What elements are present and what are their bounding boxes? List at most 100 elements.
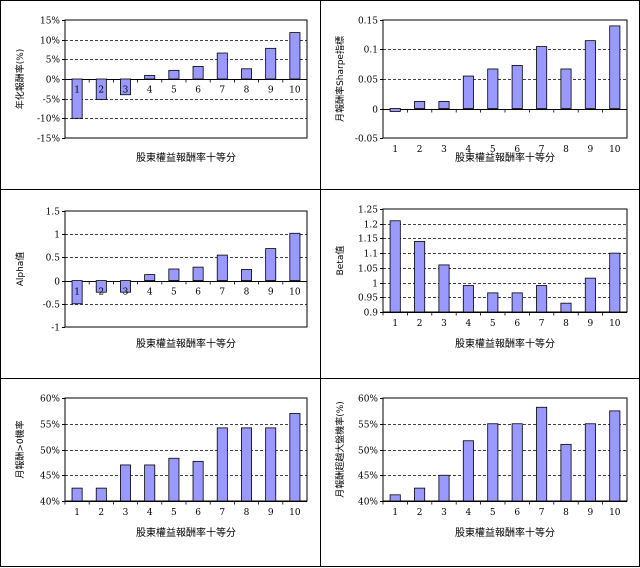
alpha-chart: -1 -0.5 0 0.5 1 1.5 1 2 3 4 5 6 7 8 9 10 股東權益報酬率十等分 Alpha… bbox=[14, 208, 308, 350]
y-tick-label: 15% bbox=[40, 17, 60, 27]
x-tick-label: 8 bbox=[244, 288, 250, 298]
bar bbox=[414, 240, 426, 313]
bar bbox=[438, 264, 450, 313]
y-tick-label: 0.05 bbox=[358, 76, 378, 86]
y-axis-label: Alpha值 bbox=[14, 252, 26, 287]
bar bbox=[389, 494, 401, 502]
x-tick-label: 6 bbox=[195, 508, 201, 518]
bar bbox=[560, 68, 572, 109]
x-axis-label: 股東權益報酬率十等分 bbox=[136, 151, 236, 164]
x-tick-label: 1 bbox=[74, 508, 80, 518]
bar bbox=[265, 248, 277, 281]
bar bbox=[511, 65, 523, 109]
y-tick-label: 50% bbox=[358, 447, 378, 457]
x-tick-label: 6 bbox=[514, 319, 520, 329]
bar bbox=[609, 25, 621, 109]
x-tick-label: 1 bbox=[74, 86, 80, 96]
bar-series bbox=[71, 232, 301, 305]
y-tick-label: 1 bbox=[372, 280, 378, 290]
x-axis-label: 股東權益報酬率十等分 bbox=[455, 526, 555, 539]
x-tick-label: 7 bbox=[219, 86, 225, 96]
bar bbox=[289, 232, 301, 281]
bar-series bbox=[389, 406, 621, 502]
x-tick-label: 1 bbox=[392, 319, 398, 329]
x-tick-label: 3 bbox=[123, 86, 129, 96]
x-tick-label: 7 bbox=[539, 319, 545, 329]
x-tick-label: 4 bbox=[147, 508, 153, 518]
x-tick-label: 7 bbox=[219, 288, 225, 298]
y-tick-label: 1 bbox=[54, 231, 60, 241]
y-tick-label: 60% bbox=[358, 395, 378, 405]
x-tick-label: 3 bbox=[123, 288, 129, 298]
y-tick-label: 0% bbox=[46, 76, 61, 86]
x-tick-label: 2 bbox=[98, 288, 104, 298]
y-tick-label: -0.05 bbox=[355, 135, 378, 145]
y-tick-label: 55% bbox=[358, 421, 378, 431]
y-tick-label: 1.1 bbox=[364, 250, 378, 260]
x-tick-label: 3 bbox=[441, 508, 447, 518]
y-axis: -0.05 0 0.05 0.1 0.15 bbox=[355, 17, 383, 145]
bar bbox=[584, 423, 596, 502]
y-tick-label: 0 bbox=[372, 106, 378, 116]
x-tick-label: 4 bbox=[147, 288, 153, 298]
bar bbox=[120, 464, 131, 502]
x-tick-label: 2 bbox=[98, 86, 104, 96]
y-tick-label: -0.5 bbox=[43, 301, 61, 311]
bar bbox=[265, 427, 277, 502]
chart-panel-alpha: -1 -0.5 0 0.5 1 1.5 1 2 3 4 5 6 7 8 9 10 股東權益報酬率十等分 Alpha… bbox=[0, 189, 321, 379]
y-tick-label: 0.15 bbox=[358, 17, 378, 27]
y-axis-label: Beta值 bbox=[334, 246, 346, 276]
bar bbox=[216, 52, 228, 80]
y-axis-label: 年化報酬率(%) bbox=[14, 49, 26, 110]
y-tick-label: 5% bbox=[46, 56, 61, 66]
x-tick-label: 5 bbox=[490, 145, 496, 155]
bar bbox=[144, 75, 156, 80]
x-tick-label: 8 bbox=[244, 86, 250, 96]
x-tick-label: 3 bbox=[123, 508, 129, 518]
bar bbox=[462, 285, 474, 313]
x-tick-label: 5 bbox=[490, 508, 496, 518]
bar-series bbox=[71, 32, 301, 119]
bar-series bbox=[389, 25, 621, 112]
bar bbox=[120, 78, 131, 96]
bar bbox=[241, 427, 252, 502]
bar bbox=[144, 464, 156, 502]
bar bbox=[192, 266, 204, 281]
x-tick-label: 10 bbox=[289, 508, 301, 518]
y-axis: 40% 45% 50% 55% 60% bbox=[40, 395, 65, 508]
bar bbox=[560, 302, 572, 313]
x-tick-label: 7 bbox=[539, 145, 545, 155]
beat-market-prob-chart: 40% 45% 50% 55% 60% 1 2 3 4 5 6 7 8 9 10 股東權益報酬率十等分 月報酬超… bbox=[334, 395, 628, 539]
bar bbox=[414, 487, 426, 502]
bar bbox=[241, 269, 252, 281]
x-axis-label: 股東權益報酬率十等分 bbox=[455, 151, 555, 164]
chart-panel-sharpe: -0.05 0 0.05 0.1 0.15 1 2 3 4 5 6 7 8 9 10 股東權益報酬率十等分 月報… bbox=[320, 0, 640, 190]
bar bbox=[241, 68, 252, 80]
y-tick-label: 0.1 bbox=[364, 46, 378, 56]
bar bbox=[289, 32, 301, 80]
x-tick-label: 9 bbox=[588, 319, 594, 329]
x-tick-label: 1 bbox=[392, 145, 398, 155]
x-tick-label: 9 bbox=[268, 508, 274, 518]
x-tick-label: 2 bbox=[98, 508, 104, 518]
y-tick-label: 1.2 bbox=[364, 221, 378, 231]
x-tick-label: 5 bbox=[171, 508, 177, 518]
bar bbox=[120, 280, 131, 293]
x-axis-label: 股東權益報酬率十等分 bbox=[455, 337, 555, 350]
bar bbox=[560, 443, 572, 502]
x-tick-label: 6 bbox=[514, 145, 520, 155]
x-tick-label: 2 bbox=[417, 145, 423, 155]
bar bbox=[216, 427, 228, 502]
bar bbox=[95, 487, 107, 502]
bar bbox=[289, 413, 301, 502]
positive-return-prob-chart: 40% 45% 50% 55% 60% 1 2 3 4 5 6 7 8 9 10 股東權益報酬率十等分 月報酬>… bbox=[14, 395, 308, 539]
x-tick-label: 8 bbox=[244, 508, 250, 518]
x-tick-label: 5 bbox=[171, 86, 177, 96]
bar bbox=[168, 268, 180, 281]
x-tick-label: 6 bbox=[514, 508, 520, 518]
y-axis: -15% -10% -5% 0% 5% 10% 15% bbox=[37, 17, 65, 145]
bar bbox=[438, 101, 450, 109]
x-tick-label: 8 bbox=[563, 145, 569, 155]
bar bbox=[584, 40, 596, 109]
